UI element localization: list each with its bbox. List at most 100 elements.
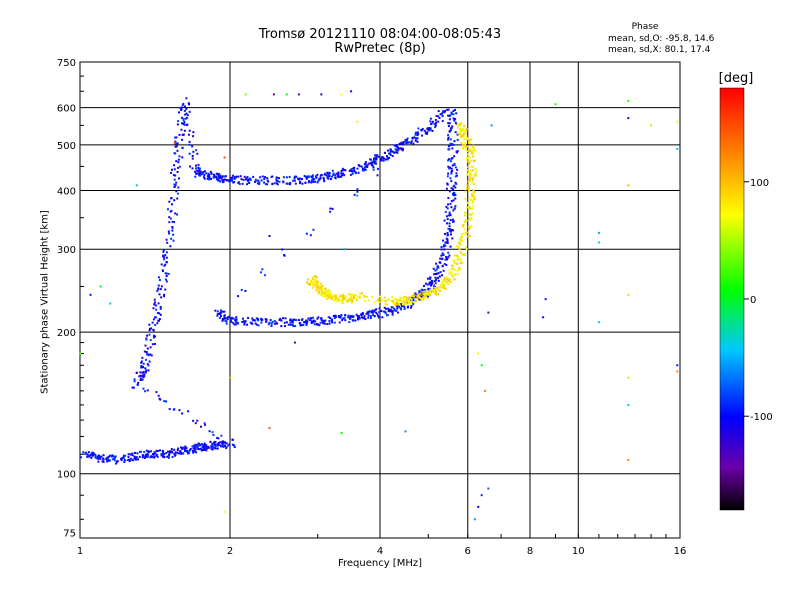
data-point xyxy=(209,170,212,173)
data-point xyxy=(268,427,271,430)
data-point xyxy=(140,366,143,369)
data-point xyxy=(387,310,390,313)
data-point xyxy=(447,159,450,162)
data-point xyxy=(161,453,164,456)
data-point xyxy=(142,370,145,373)
data-point xyxy=(459,128,462,131)
data-point xyxy=(209,440,212,443)
data-point xyxy=(341,173,344,176)
data-point xyxy=(474,167,477,170)
data-point xyxy=(426,291,429,294)
data-point xyxy=(320,318,323,321)
y-tick-label: 750 xyxy=(57,58,76,69)
data-point xyxy=(369,315,372,318)
data-point xyxy=(155,449,158,452)
data-point xyxy=(382,310,385,313)
data-point xyxy=(391,155,394,158)
data-point xyxy=(181,104,184,107)
data-point xyxy=(466,173,469,176)
data-point xyxy=(323,178,326,181)
data-point xyxy=(270,324,273,327)
data-point xyxy=(457,124,460,127)
data-point xyxy=(426,283,429,286)
data-point xyxy=(480,494,483,497)
data-point xyxy=(174,454,177,457)
data-point xyxy=(269,319,272,322)
data-point xyxy=(415,300,418,303)
data-point xyxy=(425,132,428,135)
data-point xyxy=(183,109,186,112)
data-point xyxy=(254,180,257,183)
data-point xyxy=(135,458,138,461)
data-point xyxy=(179,452,182,455)
data-point xyxy=(163,455,166,458)
data-point xyxy=(410,142,413,145)
data-point xyxy=(402,299,405,302)
data-point xyxy=(361,292,364,295)
data-point xyxy=(384,310,387,313)
data-point xyxy=(453,192,456,195)
data-point xyxy=(454,131,457,134)
data-point xyxy=(225,179,228,182)
data-point xyxy=(225,322,228,325)
data-point xyxy=(337,299,340,302)
data-point xyxy=(211,443,214,446)
data-point xyxy=(203,442,206,445)
data-point xyxy=(326,323,329,326)
data-point xyxy=(237,295,240,298)
data-point xyxy=(466,137,469,140)
data-point xyxy=(299,324,302,327)
data-point xyxy=(445,215,448,218)
data-point xyxy=(207,172,210,175)
data-point xyxy=(467,150,470,153)
data-point xyxy=(80,456,83,459)
data-point xyxy=(323,293,326,296)
data-point xyxy=(336,300,339,303)
data-point xyxy=(460,236,463,239)
data-point xyxy=(456,133,459,136)
data-point xyxy=(473,197,476,200)
data-point xyxy=(414,137,417,140)
data-point xyxy=(320,288,323,291)
data-point xyxy=(268,321,271,324)
data-point xyxy=(417,293,420,296)
data-point xyxy=(271,175,274,178)
data-point xyxy=(459,251,462,254)
data-point xyxy=(408,296,411,299)
series-o xyxy=(80,97,459,465)
data-point xyxy=(185,97,188,100)
data-point xyxy=(356,295,359,298)
data-point xyxy=(450,206,453,209)
data-point xyxy=(467,180,470,183)
data-point xyxy=(235,175,238,178)
data-point xyxy=(205,449,208,452)
data-point xyxy=(447,138,450,141)
data-point xyxy=(316,286,319,289)
data-point xyxy=(392,310,395,313)
data-point xyxy=(158,312,161,315)
data-point xyxy=(452,109,455,112)
data-point xyxy=(446,277,449,280)
data-point xyxy=(331,321,334,324)
x-tick-label: 10 xyxy=(572,546,585,557)
data-point xyxy=(244,289,247,292)
data-point xyxy=(165,275,168,278)
data-point xyxy=(446,231,449,234)
data-point xyxy=(141,356,144,359)
data-point xyxy=(374,154,377,157)
data-point xyxy=(441,274,444,277)
data-point xyxy=(87,451,90,454)
data-point xyxy=(329,293,332,296)
data-point xyxy=(240,178,243,181)
data-point xyxy=(459,133,462,136)
data-point xyxy=(410,305,413,308)
data-point xyxy=(412,303,415,306)
data-point xyxy=(419,292,422,295)
data-point xyxy=(453,259,456,262)
data-point xyxy=(447,136,450,139)
data-point xyxy=(128,460,131,463)
data-point xyxy=(157,276,160,279)
data-point xyxy=(305,323,308,326)
data-point xyxy=(147,450,150,453)
data-point xyxy=(415,299,418,302)
